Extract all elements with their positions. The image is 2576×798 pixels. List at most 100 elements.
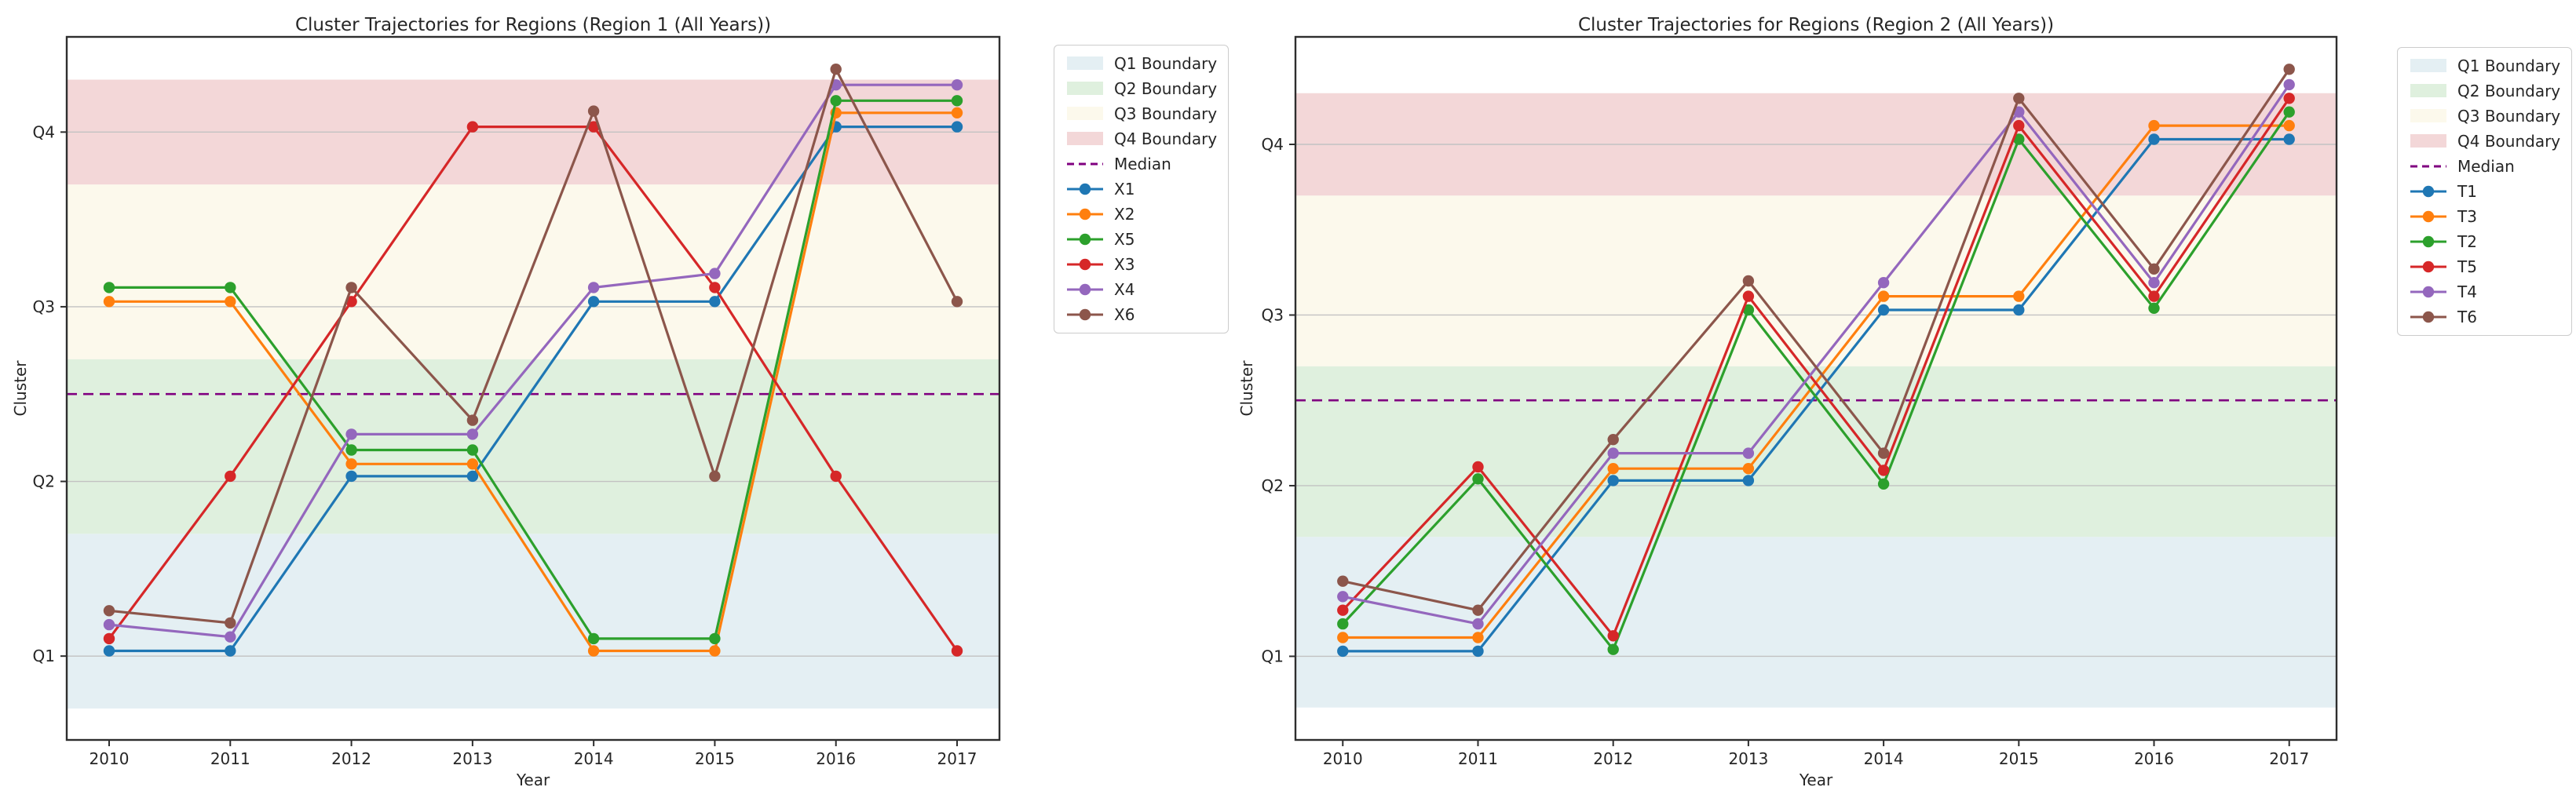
legend-item-median: Median	[1065, 154, 1217, 174]
x-tick-label: 2016	[2134, 749, 2174, 768]
y-tick-label: Q1	[33, 647, 55, 665]
plot-frame	[1294, 35, 2338, 742]
series-marker-T4	[2283, 78, 2295, 91]
legend-item-t5: T5	[2409, 257, 2560, 277]
legend-item-q3-boundary: Q3 Boundary	[1065, 104, 1217, 124]
series-marker-T6	[1742, 275, 1755, 287]
series-marker-X1	[587, 296, 600, 308]
series-marker-X1	[345, 470, 357, 483]
series-marker-T3	[2148, 119, 2160, 132]
legend-item-t1: T1	[2409, 181, 2560, 202]
legend-swatch-icon	[2410, 210, 2446, 223]
x-tick-label: 2012	[1593, 749, 1633, 768]
series-marker-T2	[2013, 133, 2025, 145]
series-marker-X3	[466, 121, 479, 133]
series-marker-T2	[2283, 106, 2295, 118]
series-marker-X3	[709, 282, 721, 293]
legend-label: T6	[2457, 308, 2477, 326]
series-marker-X2	[103, 296, 115, 308]
series-marker-T6	[2283, 64, 2295, 75]
chart1-xaxis-label: Year	[516, 771, 550, 789]
series-marker-T4	[1337, 591, 1349, 603]
plot-frame	[65, 35, 1001, 742]
y-tick-label: Q3	[1262, 305, 1284, 324]
series-line-T2	[1342, 111, 2291, 651]
legend-swatch-icon	[1067, 183, 1103, 195]
series-marker-X3	[951, 645, 963, 657]
legend-label: Q3 Boundary	[1114, 104, 1218, 123]
x-tick-label: 2010	[90, 749, 130, 768]
series-line-X2	[109, 111, 957, 653]
chart2-xaxis-label: Year	[1799, 771, 1833, 789]
series-marker-X6	[225, 617, 236, 629]
y-tick-label: Q1	[1262, 647, 1284, 665]
y-tick-label: Q3	[33, 297, 55, 316]
series-marker-X2	[951, 107, 963, 118]
legend-item-q1-boundary: Q1 Boundary	[1065, 53, 1217, 74]
series-marker-T1	[1607, 475, 1619, 486]
series-marker-X1	[466, 470, 479, 483]
series-marker-T1	[1472, 645, 1484, 658]
legend-label: X5	[1114, 230, 1135, 249]
series-marker-T3	[2013, 290, 2025, 302]
series-marker-X5	[345, 444, 357, 456]
series-marker-T5	[1742, 290, 1755, 302]
series-marker-T6	[2013, 93, 2025, 104]
y-tick-label: Q4	[33, 122, 55, 141]
chart1-yaxis-label: Cluster	[11, 360, 30, 417]
legend-item-x4: X4	[1065, 279, 1217, 300]
legend-item-q4-boundary: Q4 Boundary	[1065, 129, 1217, 149]
series-marker-X6	[951, 296, 963, 308]
series-marker-T4	[1877, 277, 1890, 289]
series-marker-X4	[951, 79, 963, 91]
legend-swatch-icon	[2410, 59, 2446, 72]
series-marker-X2	[709, 645, 721, 657]
series-marker-X4	[345, 428, 357, 440]
series-marker-T6	[2148, 263, 2160, 275]
legend-swatch-icon	[2410, 261, 2446, 273]
legend-label: T2	[2457, 232, 2477, 251]
chart-2-plot: 2010 2011 2012 2013 2014 2015 2016 2017 Q1 Q2 Q3 Q4	[1262, 35, 2338, 768]
legend-swatch-icon	[2410, 84, 2446, 97]
series-marker-T2	[1742, 304, 1755, 316]
series-marker-T1	[1337, 645, 1349, 658]
series-marker-X3	[225, 470, 236, 483]
legend-label: X4	[1114, 280, 1135, 299]
legend-item-q4-boundary: Q4 Boundary	[2409, 131, 2560, 151]
x-tick-label: 2014	[574, 749, 614, 768]
x-tick-label: 2017	[937, 749, 977, 768]
series-marker-X1	[225, 645, 236, 657]
series-line-T6	[1342, 68, 2291, 612]
series-marker-X5	[103, 282, 115, 293]
series-marker-T4	[1742, 447, 1755, 459]
x-tick-label: 2012	[331, 749, 371, 768]
legend-item-x2: X2	[1065, 204, 1217, 224]
legend-swatch-icon	[1067, 258, 1103, 271]
series-marker-X5	[709, 632, 721, 645]
series-marker-T5	[2283, 93, 2295, 104]
legend-item-q2-boundary: Q2 Boundary	[1065, 78, 1217, 99]
legend-label: Q2 Boundary	[1114, 79, 1218, 98]
x-tick-label: 2014	[1864, 749, 1904, 768]
chart2-yaxis-label: Cluster	[1237, 360, 1256, 417]
series-marker-T1	[1742, 475, 1755, 486]
band-q3-boundary	[1295, 195, 2337, 366]
series-marker-T6	[1877, 447, 1890, 459]
band-q3-boundary	[67, 184, 999, 359]
y-tick-label: Q2	[1262, 476, 1284, 495]
series-marker-T3	[1877, 290, 1890, 302]
x-tick-label: 2015	[695, 749, 735, 768]
legend-swatch-icon	[2410, 185, 2446, 198]
legend-label: Q1 Boundary	[1114, 54, 1218, 73]
legend-swatch-icon	[2410, 109, 2446, 122]
series-marker-X5	[830, 95, 842, 107]
y-tick-label: Q4	[1262, 135, 1284, 154]
legend-swatch-icon	[2410, 235, 2446, 248]
series-marker-X4	[225, 631, 236, 643]
legend-swatch-icon	[1067, 132, 1103, 145]
series-line-X5	[109, 99, 957, 640]
series-marker-T6	[1607, 434, 1619, 446]
legend-label: T4	[2457, 282, 2477, 301]
